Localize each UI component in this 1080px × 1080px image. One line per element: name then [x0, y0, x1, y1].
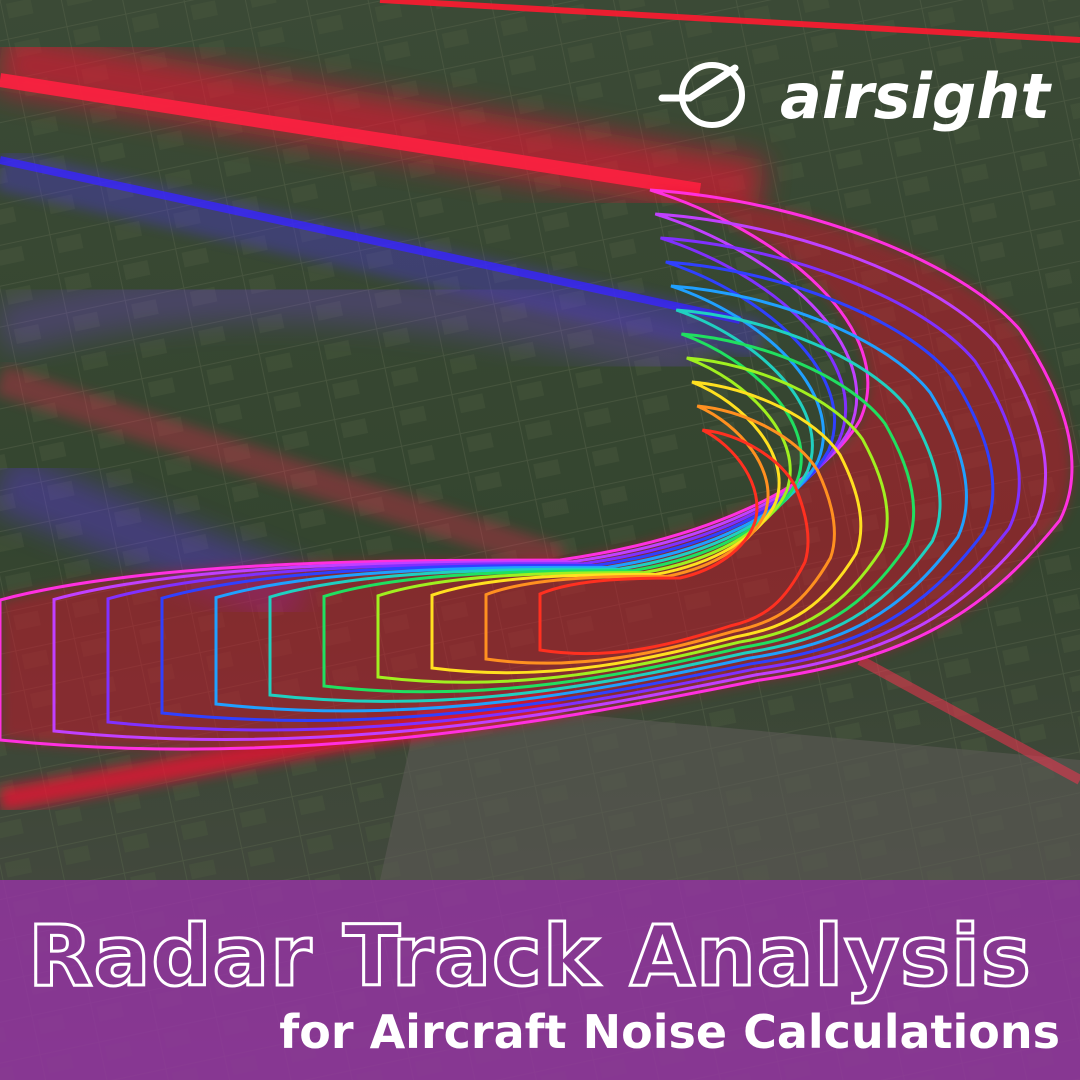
contour-line [432, 382, 861, 673]
contour-line [324, 334, 914, 692]
noise-contours [0, 190, 1072, 749]
headline-title: Radar Track Analysis [28, 907, 1032, 1005]
contour-line [378, 358, 887, 682]
contour-line [54, 214, 1046, 740]
logo: airsight [658, 60, 1052, 133]
contour-line [270, 310, 940, 701]
caption-band [0, 880, 1080, 1080]
contour-line [0, 190, 1072, 749]
contour-line [162, 262, 993, 721]
contour-line [216, 286, 966, 711]
town-area [380, 700, 1080, 880]
logo-text: airsight [780, 60, 1052, 133]
contour-line [108, 238, 1019, 730]
contour-line [486, 406, 834, 663]
contour-line [540, 430, 808, 654]
headline-subtitle: for Aircraft Noise Calculations [279, 1005, 1060, 1059]
